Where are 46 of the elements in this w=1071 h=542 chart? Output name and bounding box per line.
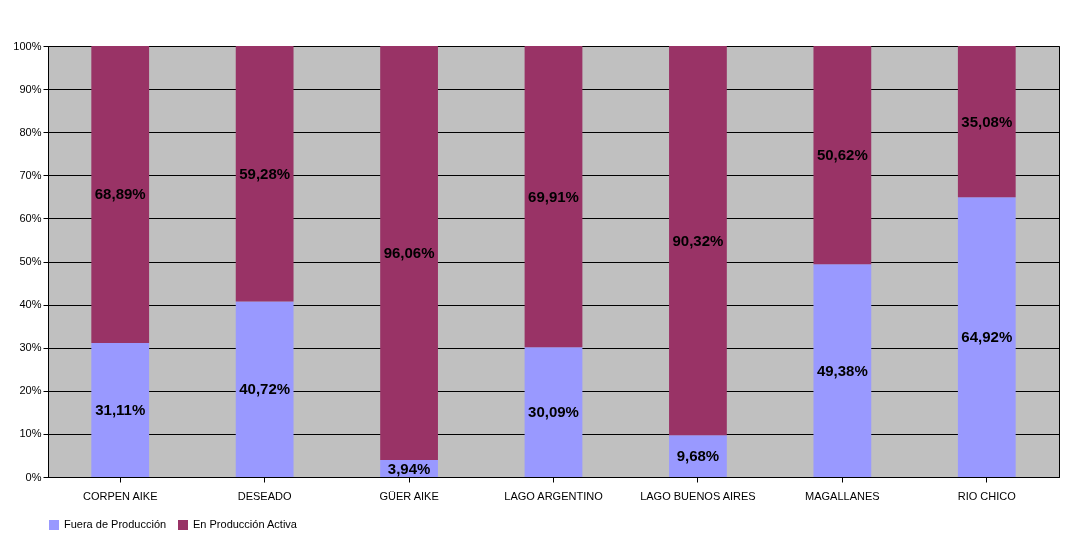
y-tick-label: 80% xyxy=(19,125,42,138)
data-label: 68,89% xyxy=(94,185,146,203)
bar xyxy=(235,301,294,477)
bar xyxy=(957,197,1016,477)
y-tick-label: 90% xyxy=(19,82,42,95)
x-tick-label: MAGALLANES xyxy=(805,489,880,502)
data-label: 69,91% xyxy=(528,187,579,205)
data-label: 40,72% xyxy=(239,380,291,398)
bar xyxy=(957,46,1016,198)
data-label: 49,38% xyxy=(816,361,868,379)
data-label: 35,08% xyxy=(961,112,1013,130)
y-tick-label: 10% xyxy=(19,427,42,440)
legend-label: Fuera de Producción xyxy=(64,518,167,530)
y-tick-label: 20% xyxy=(19,384,42,397)
y-tick-label: 70% xyxy=(19,168,42,181)
bar xyxy=(524,347,583,477)
bar xyxy=(669,46,727,436)
x-tick-label: GÜER AIKE xyxy=(379,489,439,502)
y-tick-label: 50% xyxy=(19,255,42,267)
bar xyxy=(813,264,872,477)
y-tick-label: 60% xyxy=(19,211,42,224)
bar xyxy=(813,46,872,265)
x-tick-label: DESEADO xyxy=(237,489,292,502)
y-tick-label: 40% xyxy=(19,298,42,311)
data-label: 50,62% xyxy=(816,146,868,164)
y-tick-label: 0% xyxy=(25,470,42,483)
data-label: 59,28% xyxy=(239,164,291,182)
y-tick-label: 30% xyxy=(19,341,42,354)
x-tick-label: LAGO BUENOS AIRES xyxy=(640,489,756,502)
data-label: 3,94% xyxy=(387,459,431,477)
legend-label: En Producción Activa xyxy=(193,518,298,530)
data-label: 30,09% xyxy=(528,403,579,421)
data-label: 96,06% xyxy=(383,244,435,262)
bar xyxy=(91,46,150,343)
bar xyxy=(524,46,583,348)
data-label: 9,68% xyxy=(676,447,720,465)
x-tick-label: CORPEN AIKE xyxy=(82,489,158,502)
bar xyxy=(235,46,294,302)
data-label: 64,92% xyxy=(961,328,1013,346)
data-label: 31,11% xyxy=(95,400,146,418)
x-tick-label: LAGO ARGENTINO xyxy=(504,489,604,502)
x-tick-label: RIO CHICO xyxy=(957,489,1017,502)
bar xyxy=(91,342,150,477)
bar xyxy=(380,46,438,461)
y-tick-label: 100% xyxy=(13,39,42,52)
data-label: 90,32% xyxy=(672,231,724,249)
